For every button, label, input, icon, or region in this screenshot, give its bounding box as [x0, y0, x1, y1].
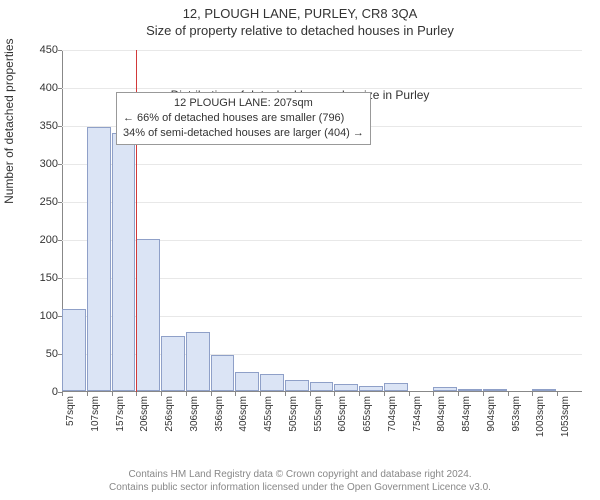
chart-container: Number of detached properties 12 PLOUGH …: [0, 42, 600, 432]
x-tick-label: 306sqm: [189, 396, 200, 432]
histogram-bar: [235, 372, 259, 391]
x-tick-label: 555sqm: [313, 396, 324, 432]
x-tick-mark: [433, 392, 434, 396]
y-tick-label: 200: [18, 234, 58, 246]
annotation-line-1: 12 PLOUGH LANE: 207sqm: [123, 96, 364, 111]
x-tick-mark: [557, 392, 558, 396]
x-tick-mark: [508, 392, 509, 396]
x-tick-mark: [409, 392, 410, 396]
histogram-bar: [62, 309, 86, 391]
histogram-bar: [433, 387, 457, 391]
x-tick-mark: [235, 392, 236, 396]
histogram-bar: [87, 127, 111, 391]
y-tick-mark: [58, 126, 62, 127]
y-tick-label: 0: [18, 386, 58, 398]
x-tick-label: 256sqm: [164, 396, 175, 432]
x-tick-mark: [532, 392, 533, 396]
y-tick-label: 300: [18, 158, 58, 170]
x-tick-label: 206sqm: [139, 396, 150, 432]
histogram-bar: [359, 386, 383, 391]
grid-line: [62, 50, 582, 51]
x-tick-mark: [211, 392, 212, 396]
histogram-bar: [384, 383, 408, 391]
histogram-bar: [458, 389, 482, 391]
y-tick-label: 250: [18, 196, 58, 208]
y-tick-mark: [58, 278, 62, 279]
y-tick-label: 100: [18, 310, 58, 322]
histogram-bar: [161, 336, 185, 391]
x-tick-label: 904sqm: [486, 396, 497, 432]
x-tick-label: 804sqm: [436, 396, 447, 432]
y-axis-label: Number of detached properties: [2, 38, 16, 203]
y-tick-mark: [58, 240, 62, 241]
x-tick-label: 754sqm: [412, 396, 423, 432]
y-tick-mark: [58, 354, 62, 355]
x-tick-label: 455sqm: [263, 396, 274, 432]
x-tick-mark: [384, 392, 385, 396]
x-tick-label: 107sqm: [90, 396, 101, 432]
y-tick-label: 50: [18, 348, 58, 360]
x-tick-label: 505sqm: [288, 396, 299, 432]
annotation-box: 12 PLOUGH LANE: 207sqm ← 66% of detached…: [116, 92, 371, 145]
x-tick-mark: [359, 392, 360, 396]
x-tick-label: 157sqm: [115, 396, 126, 432]
x-tick-mark: [112, 392, 113, 396]
annotation-line-3: 34% of semi-detached houses are larger (…: [123, 126, 364, 141]
x-tick-label: 57sqm: [65, 396, 76, 426]
chart-subtitle: Size of property relative to detached ho…: [0, 21, 600, 42]
x-tick-label: 704sqm: [387, 396, 398, 432]
footer-line-2: Contains public sector information licen…: [0, 481, 600, 494]
x-tick-mark: [161, 392, 162, 396]
histogram-bar: [211, 355, 235, 391]
y-tick-label: 350: [18, 120, 58, 132]
histogram-bar: [483, 389, 507, 391]
footer-line-1: Contains HM Land Registry data © Crown c…: [0, 468, 600, 481]
x-tick-label: 1053sqm: [560, 396, 571, 437]
x-tick-label: 655sqm: [362, 396, 373, 432]
annotation-line-2: ← 66% of detached houses are smaller (79…: [123, 111, 364, 126]
y-tick-mark: [58, 202, 62, 203]
x-tick-label: 406sqm: [238, 396, 249, 432]
chart-main-title: 12, PLOUGH LANE, PURLEY, CR8 3QA: [0, 0, 600, 21]
histogram-bar: [186, 332, 210, 391]
grid-line: [62, 164, 582, 165]
histogram-bar: [285, 380, 309, 391]
histogram-bar: [136, 239, 160, 391]
y-tick-label: 400: [18, 82, 58, 94]
x-tick-label: 1003sqm: [535, 396, 546, 437]
y-tick-label: 450: [18, 44, 58, 56]
y-tick-mark: [58, 316, 62, 317]
x-tick-mark: [260, 392, 261, 396]
x-tick-mark: [310, 392, 311, 396]
x-tick-mark: [136, 392, 137, 396]
x-tick-label: 854sqm: [461, 396, 472, 432]
grid-line: [62, 88, 582, 89]
x-tick-label: 953sqm: [511, 396, 522, 432]
histogram-bar: [334, 384, 358, 391]
x-tick-label: 356sqm: [214, 396, 225, 432]
grid-line: [62, 202, 582, 203]
x-tick-mark: [334, 392, 335, 396]
x-axis-line: [62, 391, 582, 392]
histogram-bar: [310, 382, 334, 391]
y-tick-mark: [58, 164, 62, 165]
footer-attribution: Contains HM Land Registry data © Crown c…: [0, 468, 600, 494]
y-tick-mark: [58, 50, 62, 51]
histogram-bar: [532, 389, 556, 391]
histogram-bar: [112, 133, 136, 391]
x-tick-mark: [285, 392, 286, 396]
histogram-bar: [260, 374, 284, 391]
x-tick-mark: [186, 392, 187, 396]
y-tick-label: 150: [18, 272, 58, 284]
x-tick-label: 605sqm: [337, 396, 348, 432]
x-tick-mark: [458, 392, 459, 396]
x-tick-mark: [87, 392, 88, 396]
x-tick-mark: [62, 392, 63, 396]
x-tick-mark: [483, 392, 484, 396]
y-tick-mark: [58, 88, 62, 89]
